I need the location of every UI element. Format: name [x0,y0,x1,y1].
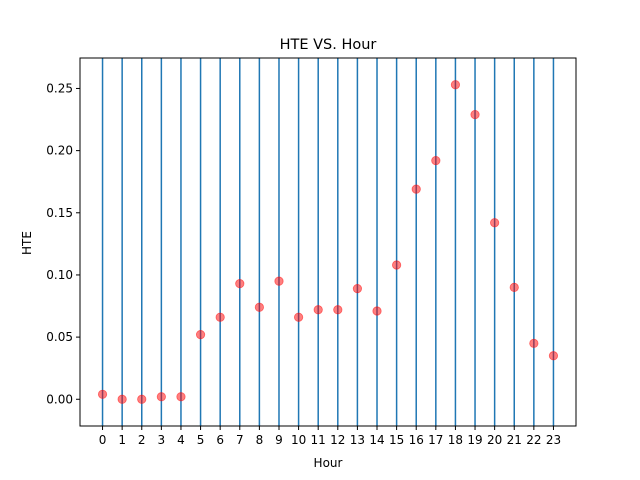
data-point-21 [509,282,519,292]
data-point-13 [352,284,363,294]
x-tick-label-22: 22 [526,433,541,447]
x-tick-label-9: 9 [275,433,283,447]
data-point-8 [254,302,264,312]
x-tick-label-7: 7 [236,433,244,447]
plot-area [97,58,559,426]
x-tick-label-23: 23 [546,433,561,447]
x-tick-label-0: 0 [99,433,107,447]
chart-title: HTE VS. Hour [280,37,377,53]
x-tick-label-21: 21 [507,433,522,447]
x-axis-label: Hour [314,456,343,470]
y-axis-label: HTE [20,231,34,255]
x-tick-label-14: 14 [369,433,384,447]
x-tick-label-3: 3 [158,433,166,447]
x-tick-label-18: 18 [448,433,463,447]
data-point-14 [372,306,382,316]
data-point-10 [293,312,304,322]
y-tick-label-3: 0.15 [46,206,73,220]
data-point-4 [176,392,186,402]
x-tick-label-2: 2 [138,433,146,447]
data-point-5 [195,330,206,340]
x-tick-label-10: 10 [291,433,306,447]
y-tick-label-0: 0.00 [46,392,73,406]
x-tick-label-13: 13 [350,433,365,447]
data-point-3 [156,392,166,402]
x-tick-label-11: 11 [311,433,326,447]
x-axis-ticks: 0 1 2 3 4 5 6 7 8 9 10 11 12 13 14 15 16 17 18 19 20 21 22 23 [99,426,561,447]
x-tick-label-12: 12 [330,433,345,447]
x-tick-label-19: 19 [467,433,482,447]
data-point-20 [490,218,500,228]
data-point-9 [274,276,284,286]
x-tick-label-5: 5 [197,433,205,447]
y-tick-label-4: 0.20 [46,144,73,158]
data-point-7 [235,279,245,289]
x-tick-label-1: 1 [118,433,126,447]
data-point-1 [117,394,127,404]
x-tick-label-16: 16 [409,433,424,447]
data-point-0 [97,389,108,399]
x-tick-label-20: 20 [487,433,502,447]
data-point-17 [431,155,441,166]
data-point-12 [333,305,343,315]
x-tick-label-15: 15 [389,433,404,447]
data-point-6 [215,312,225,322]
y-tick-label-5: 0.25 [46,81,73,95]
y-axis-ticks: 0.00 0.05 0.10 0.15 0.20 0.25 [46,81,80,406]
data-point-16 [411,184,421,194]
data-point-2 [137,394,147,404]
x-tick-label-4: 4 [177,433,185,447]
data-point-15 [392,260,402,270]
y-tick-label-2: 0.10 [46,268,73,282]
data-point-19 [470,109,480,120]
axes-frame [79,57,577,427]
x-tick-label-8: 8 [256,433,264,447]
x-tick-label-17: 17 [428,433,443,447]
data-point-23 [548,351,559,361]
x-tick-label-6: 6 [216,433,224,447]
data-point-11 [313,305,323,315]
data-point-22 [529,338,539,348]
data-point-18 [450,80,461,90]
y-tick-label-1: 0.05 [46,330,73,344]
